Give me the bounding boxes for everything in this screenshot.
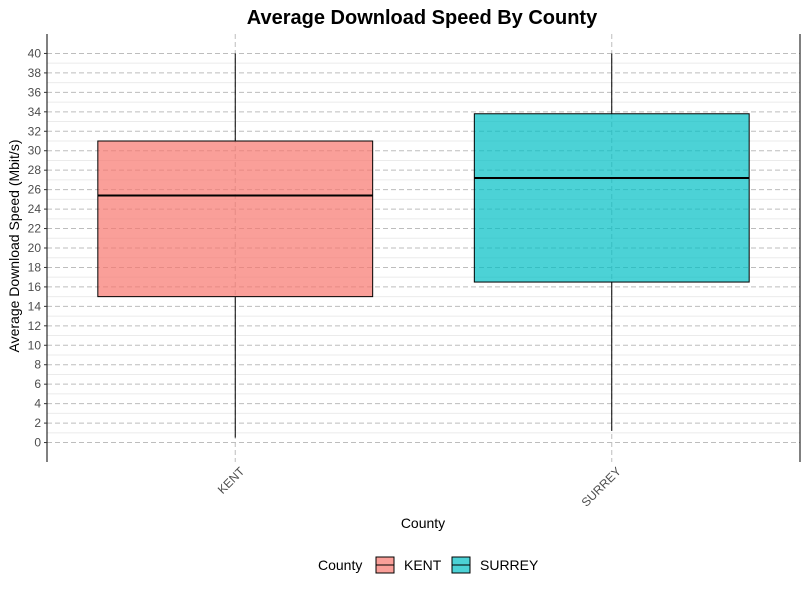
y-tick-label: 30 [28,144,42,158]
legend-item-surrey: SURREY [451,556,539,574]
box-surrey [473,53,750,431]
y-tick-label: 18 [28,260,42,274]
y-tick-label: 20 [28,241,42,255]
x-tick-label: KENT [215,464,248,497]
y-tick-label: 32 [28,124,42,138]
y-tick-label: 26 [28,183,42,197]
y-tick-label: 14 [28,299,42,313]
box-kent [97,53,374,438]
y-tick-label: 16 [28,280,42,294]
legend-label: SURREY [480,557,539,573]
y-tick-label: 6 [34,377,41,391]
y-axis-title: Average Download Speed (Mbit/s) [6,140,22,353]
box-iqr [97,140,374,298]
y-tick-label: 10 [28,338,42,352]
x-tick-label: SURREY [579,464,624,509]
legend: County KENT SURREY [318,556,539,574]
y-tick-label: 2 [34,416,41,430]
y-tick-label: 38 [28,66,42,80]
y-tick-label: 4 [34,397,41,411]
x-axis-title: County [401,515,445,531]
y-tick-label: 24 [28,202,42,216]
chart-title: Average Download Speed By County [247,7,598,29]
y-tick-label: 40 [28,46,42,60]
box-iqr [473,113,750,283]
legend-item-kent: KENT [375,556,442,574]
y-tick-label: 12 [28,319,42,333]
legend-title: County [318,557,362,573]
boxes [97,53,750,438]
legend-label: KENT [404,557,442,573]
y-tick-label: 28 [28,163,42,177]
y-tick-label: 8 [34,358,41,372]
y-tick-label: 0 [34,436,41,450]
y-tick-label: 36 [28,85,42,99]
y-tick-label: 34 [28,105,42,119]
y-tick-label: 22 [28,222,42,236]
x-axis: KENT SURREY [215,464,624,510]
